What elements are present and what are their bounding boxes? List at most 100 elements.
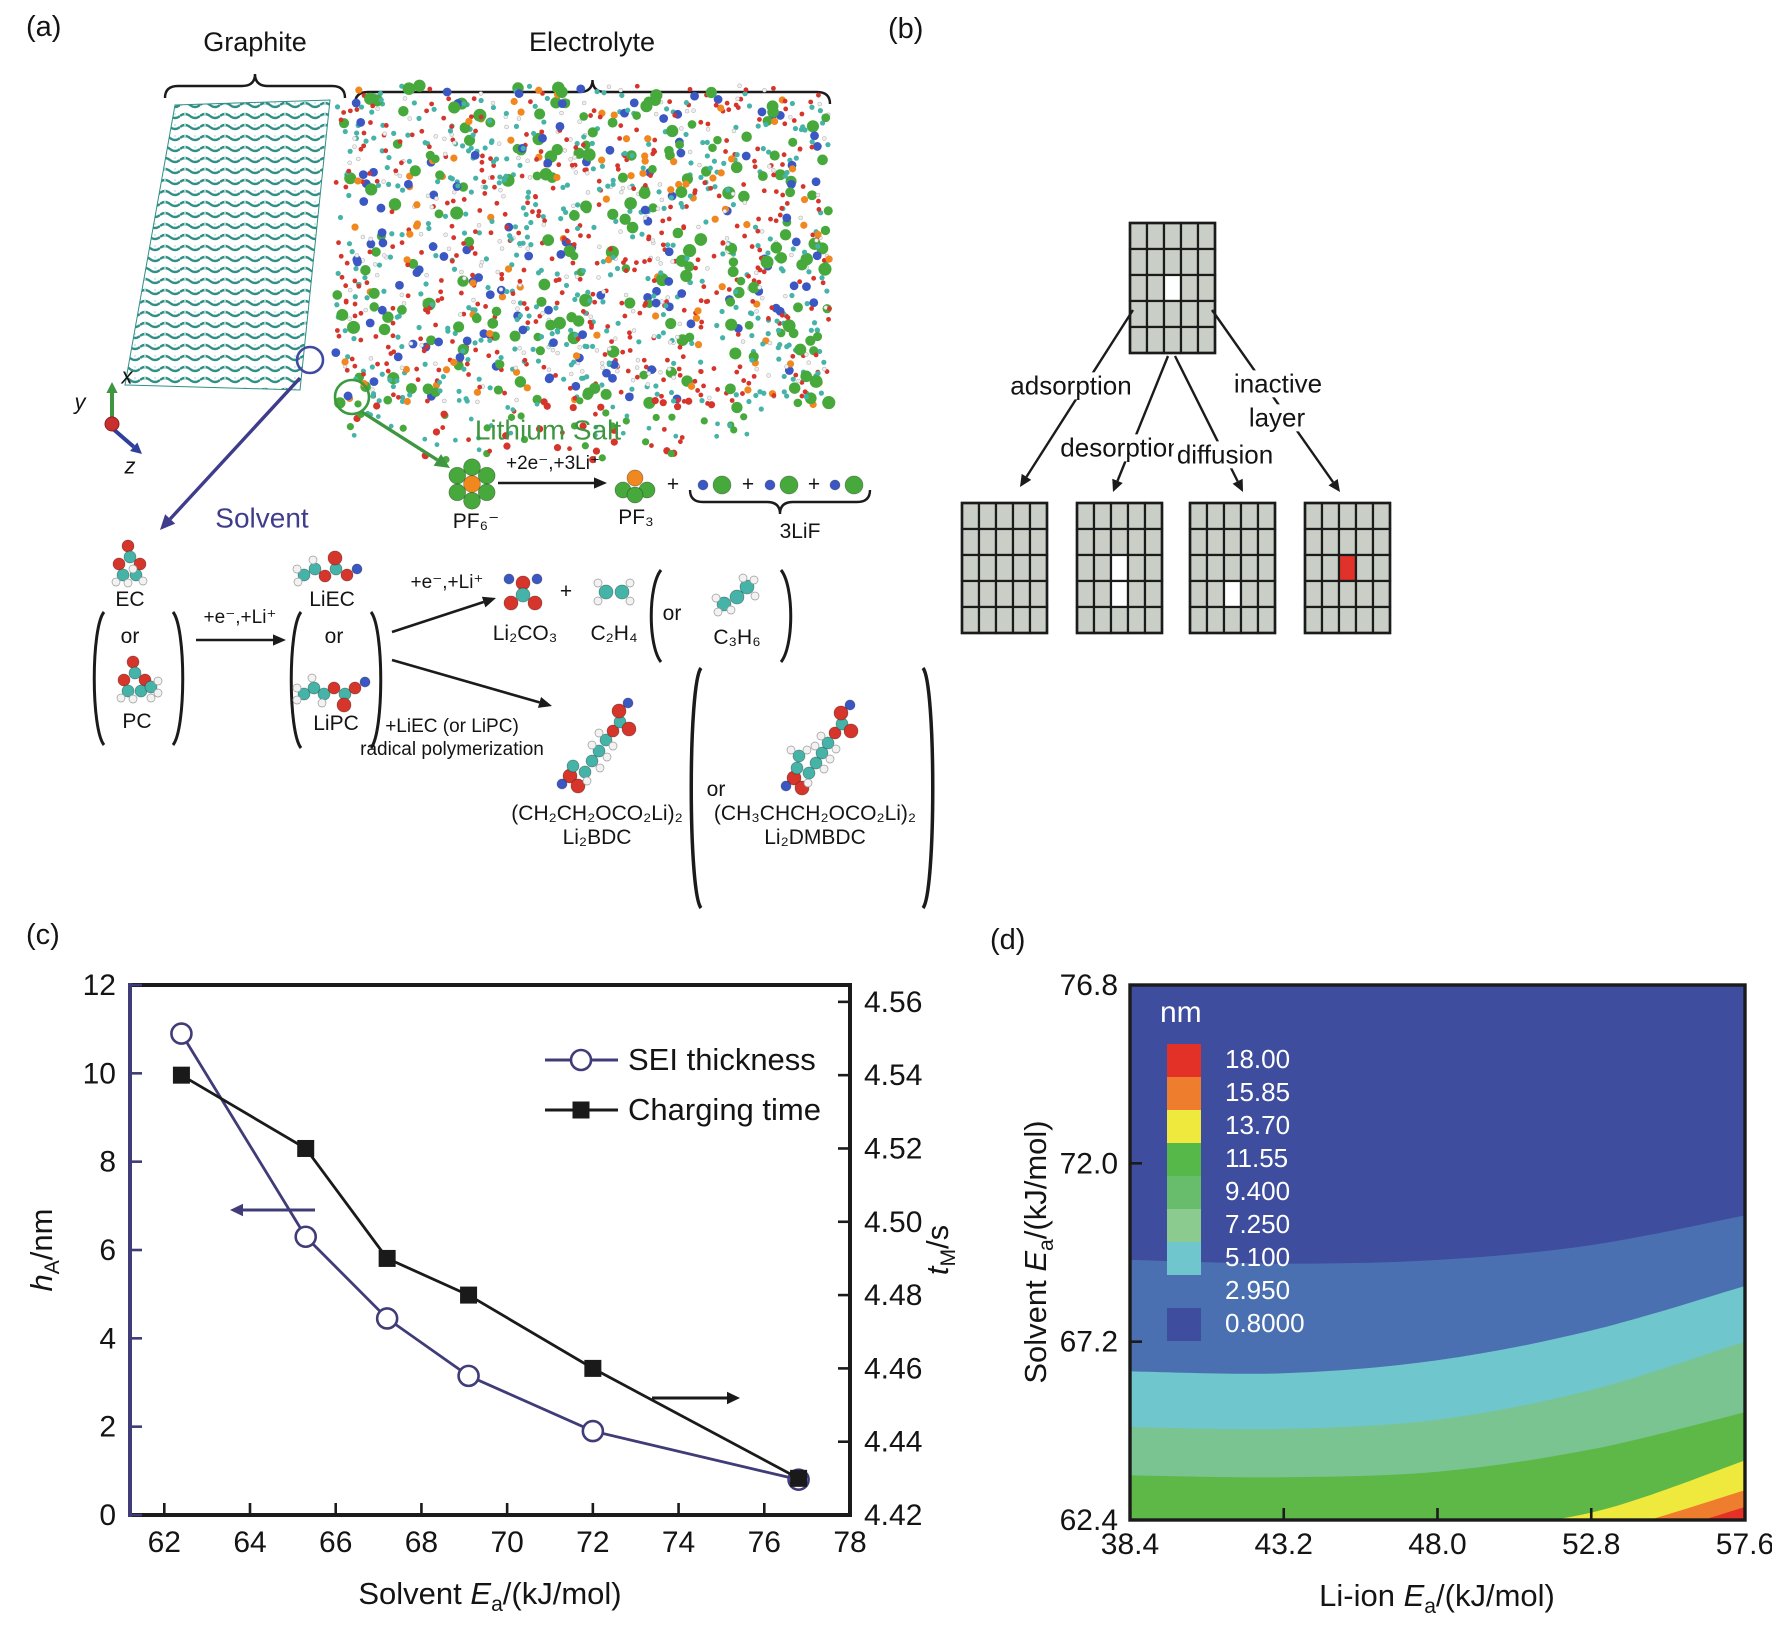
y-axis-title: Solvent Ea/(kJ/mol) — [1018, 1120, 1058, 1383]
atom — [828, 726, 842, 740]
atom — [833, 705, 849, 721]
or-label: or — [120, 624, 140, 648]
atom — [463, 475, 481, 493]
adsorption-arrow — [1020, 473, 1032, 487]
atom — [117, 673, 131, 687]
atom — [790, 761, 804, 775]
coordinate-triad — [104, 382, 142, 454]
inactive-layer-label-line2: layer — [1245, 404, 1309, 432]
lithium-salt-callout: Lithium Salt — [474, 414, 622, 446]
marker-square — [460, 1286, 478, 1304]
contour-band — [1703, 1507, 1745, 1520]
step1-condition-label: +e⁻,+Li⁺ — [203, 607, 277, 629]
marker-circle — [170, 1022, 193, 1045]
atom — [831, 744, 841, 754]
atom — [128, 564, 138, 574]
atom — [307, 681, 321, 695]
atom — [626, 486, 644, 504]
solvent-highlight-circle — [295, 345, 325, 375]
kmc-grid-desorption — [1075, 501, 1164, 635]
x-tick-label: 70 — [490, 1526, 523, 1559]
series-charging-time — [172, 1066, 808, 1487]
reaction-arrow — [594, 477, 607, 489]
atom — [317, 698, 327, 708]
colorbar-level-label: 5.100 — [1225, 1242, 1290, 1272]
atom — [625, 578, 635, 588]
plus-sign: + — [741, 472, 755, 496]
atom — [128, 694, 138, 704]
marker-square — [572, 1101, 590, 1119]
solvent-callout-arrow — [160, 514, 176, 530]
marker-circle — [581, 1419, 605, 1443]
atom — [112, 557, 126, 571]
colorbar-level-label: 13.70 — [1225, 1110, 1290, 1140]
left-axis-pointer-arrow — [230, 1203, 243, 1217]
y-right-tick-label: 4.46 — [864, 1352, 922, 1385]
y-right-tick-label: 4.48 — [864, 1279, 922, 1312]
colorbar-level-label: 11.55 — [1225, 1143, 1288, 1173]
electrolyte-brace — [353, 79, 832, 105]
atom — [608, 741, 618, 751]
atom — [803, 778, 813, 788]
atom — [348, 681, 362, 695]
atom — [531, 573, 543, 585]
y-right-tick-label: 4.50 — [864, 1206, 922, 1239]
pc-bracket-right — [171, 611, 185, 746]
branch2-condition-line2: radical polymerization — [360, 739, 544, 761]
atom — [599, 733, 613, 747]
lipc-bracket-left — [289, 611, 303, 749]
dmbdc-name-label: Li₂DMBDC — [764, 825, 866, 849]
lif-underbrace — [688, 489, 872, 515]
electrolyte-molecules — [331, 79, 836, 464]
desorption-label: desorption — [1057, 434, 1185, 462]
atom — [292, 564, 302, 574]
pf6-label: PF₆⁻ — [452, 509, 500, 533]
y-left-tick-label: 12 — [83, 969, 116, 1002]
contour-plot — [1130, 985, 1745, 1520]
colorbar-swatch — [1167, 1110, 1201, 1143]
colorbar-level-label: 0.8000 — [1225, 1308, 1305, 1338]
c3h6-label: C₃H₆ — [713, 625, 761, 649]
atom — [819, 764, 829, 774]
atom — [611, 703, 627, 719]
atom — [503, 573, 515, 585]
atom — [595, 763, 605, 773]
atom — [359, 676, 371, 688]
colorbar-swatch — [1167, 1242, 1201, 1275]
c3h6-bracket-left — [649, 569, 663, 663]
solvent-callout: Solvent — [215, 502, 309, 534]
ec-label: EC — [115, 587, 145, 611]
lipc-label: LiPC — [313, 711, 359, 735]
colorbar-legend: nm 18.0015.8513.7011.559.4007.2505.1002.9… — [1160, 996, 1305, 1341]
atom — [297, 687, 311, 701]
diffusion-label: diffusion — [1173, 441, 1277, 469]
atom — [587, 740, 597, 750]
y-left-tick-label: 10 — [83, 1057, 116, 1090]
atom — [582, 776, 592, 786]
colorbar-level-label: 15.85 — [1225, 1077, 1290, 1107]
panel-a-label: (a) — [26, 11, 62, 43]
atom — [602, 752, 612, 762]
pc-bracket-left — [92, 611, 106, 746]
y-right-tick-label: 4.54 — [864, 1059, 922, 1092]
x-tick-label: 64 — [233, 1526, 266, 1559]
atom — [351, 563, 363, 575]
contour-band — [1130, 1412, 1745, 1520]
atom — [121, 684, 135, 698]
y-right-tick-label: 4.52 — [864, 1132, 922, 1165]
y-tick-label: 67.2 — [1060, 1326, 1118, 1359]
atom — [133, 557, 147, 571]
branch1-arrow — [391, 600, 485, 634]
atom — [138, 576, 148, 586]
atom — [621, 721, 637, 737]
x-tick-label: 43.2 — [1255, 1528, 1313, 1561]
atom — [527, 595, 543, 611]
molecule-ec — [111, 539, 148, 588]
panel-c-label: (c) — [26, 919, 60, 951]
atom — [292, 683, 302, 693]
atom — [570, 778, 586, 794]
graphite-slab — [124, 99, 331, 391]
legend-label: SEI thickness — [628, 1042, 816, 1077]
x-tick-label: 48.0 — [1408, 1528, 1466, 1561]
